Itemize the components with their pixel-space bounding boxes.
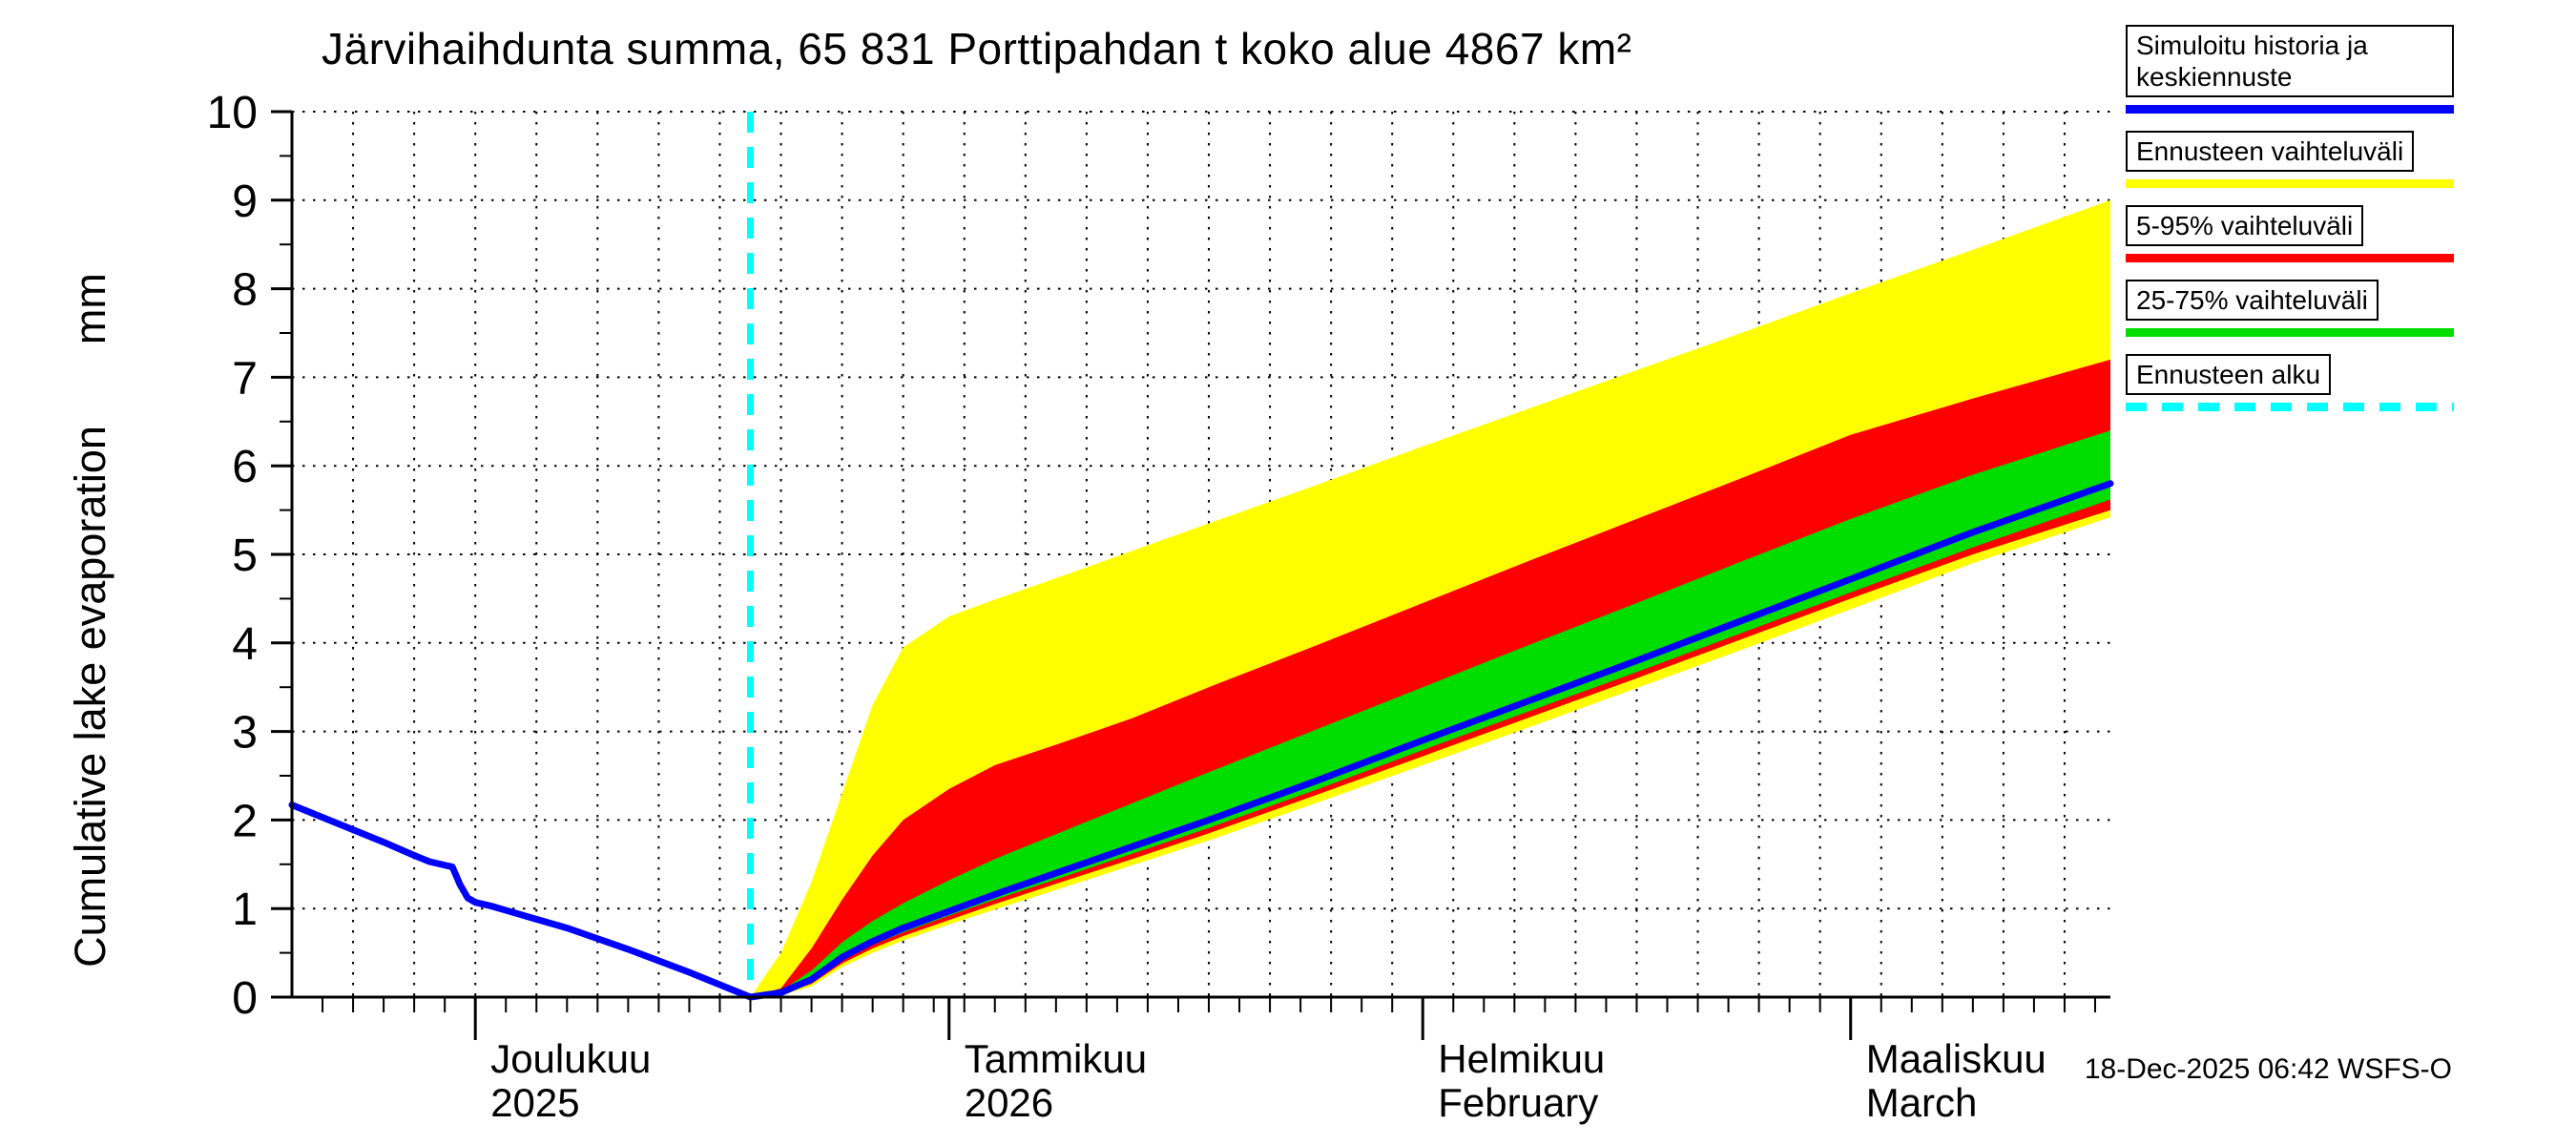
y-tick-label: 9 bbox=[232, 177, 258, 227]
legend-item-forecast-start: Ennusteen alku bbox=[2126, 354, 2454, 428]
legend-swatch-history-line bbox=[2126, 105, 2454, 114]
legend-label-25-75: 25-75% vaihteluväli bbox=[2126, 280, 2379, 322]
y-tick-label: 8 bbox=[232, 265, 258, 316]
legend-swatch-25-75 bbox=[2126, 328, 2454, 338]
month-sublabel: 2025 bbox=[490, 1080, 579, 1125]
timestamp: 18-Dec-2025 06:42 WSFS-O bbox=[2084, 1053, 2452, 1085]
month-sublabel: February bbox=[1438, 1080, 1598, 1125]
legend-item-5-95: 5-95% vaihteluväli bbox=[2126, 205, 2454, 280]
month-label: Joulukuu bbox=[490, 1036, 651, 1081]
legend-swatch-forecast-start-line bbox=[2126, 403, 2454, 412]
y-tick-label: 1 bbox=[232, 885, 258, 935]
legend-item-25-75: 25-75% vaihteluväli bbox=[2126, 280, 2454, 354]
y-tick-label: 6 bbox=[232, 442, 258, 492]
chart-title: Järvihaihdunta summa, 65 831 Porttipahda… bbox=[322, 24, 1632, 73]
legend-label-history: Simuloitu historia ja keskiennuste bbox=[2126, 25, 2454, 98]
y-tick-label: 4 bbox=[232, 619, 258, 670]
y-tick-label: 3 bbox=[232, 708, 258, 759]
legend-item-history: Simuloitu historia ja keskiennuste bbox=[2126, 25, 2454, 131]
legend: Simuloitu historia ja keskiennuste Ennus… bbox=[2126, 25, 2454, 428]
month-sublabel: March bbox=[1866, 1080, 1978, 1125]
legend-swatch-forecast-range bbox=[2126, 179, 2454, 189]
y-tick-label: 5 bbox=[232, 531, 258, 581]
y-tick-label: 10 bbox=[207, 88, 258, 138]
legend-swatch-5-95 bbox=[2126, 254, 2454, 263]
legend-label-forecast-range: Ennusteen vaihteluväli bbox=[2126, 131, 2415, 173]
legend-label-forecast-start: Ennusteen alku bbox=[2126, 354, 2332, 396]
month-label: Maaliskuu bbox=[1866, 1036, 2046, 1081]
y-tick-label: 2 bbox=[232, 796, 258, 846]
legend-item-forecast-range: Ennusteen vaihteluväli bbox=[2126, 131, 2454, 205]
month-label: Helmikuu bbox=[1438, 1036, 1605, 1081]
month-sublabel: 2026 bbox=[965, 1080, 1053, 1125]
y-tick-label: 7 bbox=[232, 353, 258, 404]
y-tick-label: 0 bbox=[232, 973, 258, 1024]
band-25-75 bbox=[750, 430, 2111, 998]
legend-label-5-95: 5-95% vaihteluväli bbox=[2126, 205, 2364, 247]
median-line bbox=[288, 480, 2114, 1001]
month-label: Tammikuu bbox=[965, 1036, 1147, 1081]
